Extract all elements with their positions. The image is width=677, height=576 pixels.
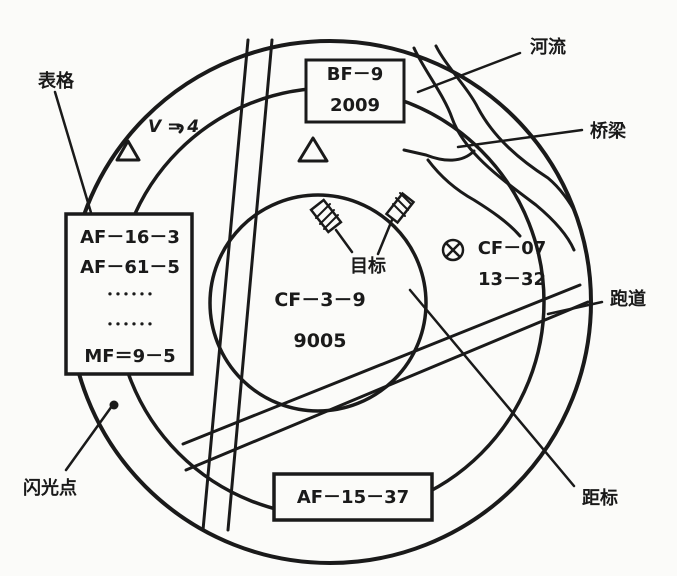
callout-bridge: 桥梁 <box>590 120 627 142</box>
triangle-marker-left <box>115 139 141 162</box>
flash-point-dot <box>109 400 119 410</box>
river <box>412 44 578 252</box>
callout-river: 河流 <box>530 36 566 58</box>
inner-range-ring <box>208 193 428 413</box>
bottom-box-label: AF－15－37 <box>297 487 409 508</box>
bridge <box>402 148 522 238</box>
cf07-label-2: 13－32 <box>478 269 546 290</box>
center-label-2: 9005 <box>294 330 347 352</box>
runway-callout-line <box>546 300 604 316</box>
crossed-circle-marker <box>441 238 465 262</box>
table-row-4: ･･････ <box>106 315 154 334</box>
center-label-1: CF－3－9 <box>274 289 365 311</box>
target-mark-left <box>309 198 354 254</box>
callout-range: 距标 <box>582 487 618 509</box>
speed-marker-tail <box>176 124 184 134</box>
river-callout-line <box>416 51 522 94</box>
callout-table: 表格 <box>38 70 75 92</box>
table-row-2: AF－61－5 <box>80 257 180 278</box>
road-lines <box>201 38 274 532</box>
bridge-callout-line <box>456 128 584 149</box>
target-label: 目标 <box>350 255 386 277</box>
table-callout-line <box>53 90 94 218</box>
bf-box-line-1: BF－9 <box>327 64 384 85</box>
callout-runway: 跑道 <box>610 288 646 310</box>
target-mark-right <box>376 191 416 256</box>
range-callout-line <box>408 288 576 488</box>
cf07-label-1: CF－07 <box>478 238 547 259</box>
runway-lines <box>181 283 590 472</box>
bottom-box: AF－15－37 <box>272 472 434 522</box>
table-row-1: AF－16－3 <box>80 227 180 248</box>
triangle-marker-center <box>297 136 329 163</box>
speed-marker-label: V = 4 <box>148 117 199 137</box>
flash-callout-line <box>64 404 114 472</box>
table-box: AF－16－3 AF－61－5 ･･････ ･･････ MF＝9－5 <box>64 212 194 376</box>
table-row-5: MF＝9－5 <box>84 346 175 367</box>
table-row-3: ･･････ <box>106 285 154 304</box>
callout-flash: 闪光点 <box>23 477 77 499</box>
bf-box-line-2: 2009 <box>330 95 380 116</box>
bf-9-box: BF－9 2009 <box>304 58 406 124</box>
